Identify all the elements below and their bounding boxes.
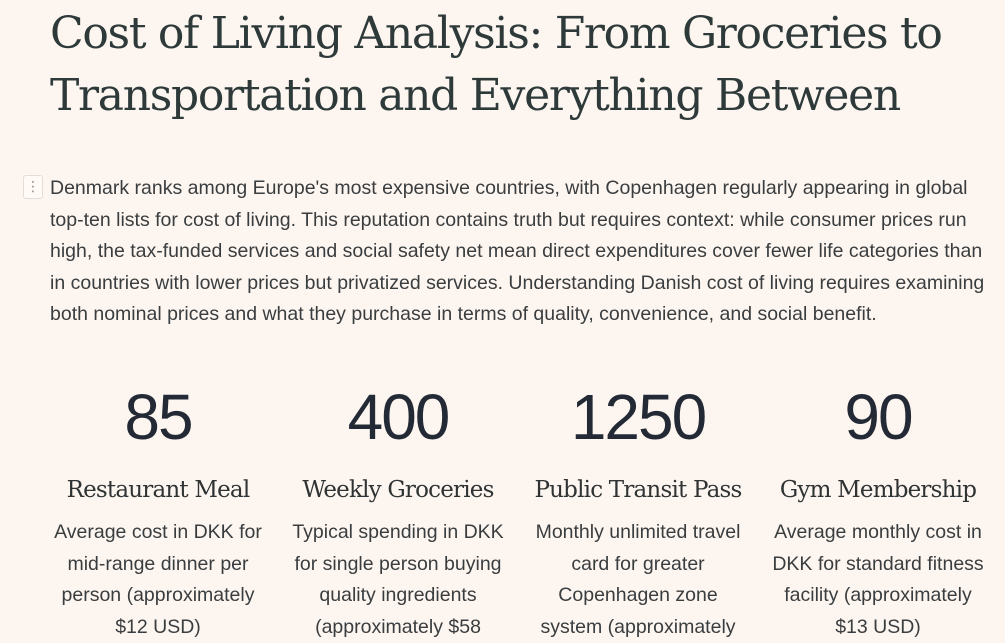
stat-number: 85 <box>124 381 193 453</box>
stat-card: 90 Gym Membership Average monthly cost i… <box>758 378 998 643</box>
stat-description: Average cost in DKK for mid-range dinner… <box>54 521 262 638</box>
stat-description: Monthly unlimited travel card for greate… <box>535 521 741 638</box>
stat-card: 400 Weekly Groceries Typical spending in… <box>278 378 518 643</box>
stat-description: Average monthly cost in DKK for standard… <box>772 521 984 638</box>
stat-card: 85 Restaurant Meal Average cost in DKK f… <box>38 378 278 643</box>
stat-description: Typical spending in DKK for single perso… <box>292 521 504 638</box>
drag-handle-button[interactable]: ⋮ <box>23 175 43 199</box>
stat-title: Restaurant Meal <box>66 477 251 503</box>
intro-block: ⋮ Denmark ranks among Europe's most expe… <box>23 173 995 331</box>
intro-paragraph: Denmark ranks among Europe's most expens… <box>50 177 985 325</box>
drag-handle-icon: ⋮ <box>26 179 40 195</box>
stat-title: Gym Membership <box>779 477 977 503</box>
stat-number: 400 <box>347 381 451 453</box>
stat-title: Weekly Groceries <box>302 477 494 503</box>
stats-grid: 85 Restaurant Meal Average cost in DKK f… <box>38 378 998 643</box>
stat-title: Public Transit Pass <box>534 477 742 503</box>
page-title: Cost of Living Analysis: From Groceries … <box>50 8 943 121</box>
stat-number: 90 <box>844 381 913 453</box>
stat-card: 1250 Public Transit Pass Monthly unlimit… <box>518 378 758 643</box>
stat-number: 1250 <box>570 381 707 453</box>
article: Cost of Living Analysis: From Groceries … <box>23 0 995 331</box>
